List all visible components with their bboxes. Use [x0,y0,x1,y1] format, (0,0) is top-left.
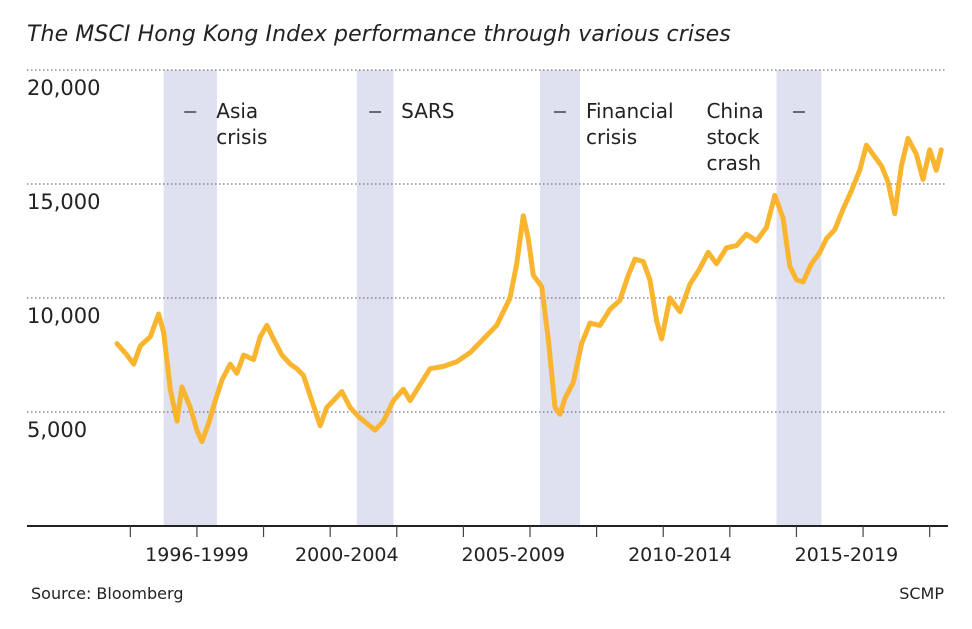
x-group-label-3: 2005-2009 [462,544,566,566]
crisis-label-3-line-1: Financial [586,99,674,123]
credit-note: SCMP [899,584,944,603]
crisis-label-4-line-3: crash [706,151,761,175]
crisis-label-4-line-2: stock [706,125,759,149]
source-note: Source: Bloomberg [31,584,184,603]
x-group-label-2: 2000-2004 [295,544,399,566]
crisis-label-4-line-1: China [706,99,763,123]
crisis-label-1-line-2: crisis [216,125,267,149]
y-tick-label-1: 20,000 [27,76,100,100]
x-group-label-4: 2010-2014 [628,544,732,566]
x-group-label-5: 2015-2019 [795,544,899,566]
x-group-label-1: 1996-1999 [145,544,249,566]
x-axis: 1996-1999 2000-2004 2005-2009 2010-2014 2015… [129,526,931,566]
series-line [114,135,944,445]
crisis-label-1-line-1: Asia [216,99,258,123]
chart-title: The MSCI Hong Kong Index performance thr… [27,22,731,47]
y-tick-label-4: 5,000 [27,418,87,442]
crisis-label-3-line-2: crisis [586,125,637,149]
y-tick-label-3: 10,000 [27,304,100,328]
crisis-label-2-line-1: SARS [401,99,454,123]
y-axis: 20,000 15,000 10,000 5,000 [27,76,100,442]
y-tick-label-2: 15,000 [27,190,100,214]
